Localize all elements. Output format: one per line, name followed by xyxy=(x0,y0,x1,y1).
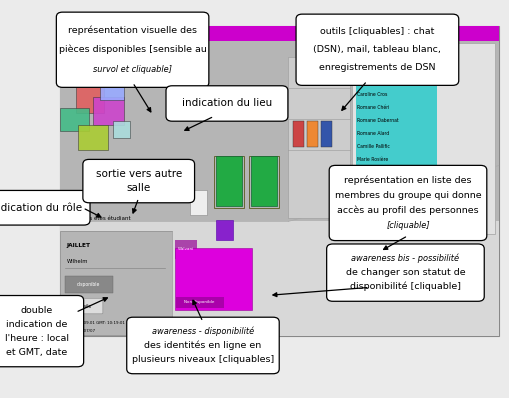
Text: awareness bis - possibilité: awareness bis - possibilité xyxy=(351,254,459,263)
FancyBboxPatch shape xyxy=(175,240,196,259)
Text: représentation en liste des: représentation en liste des xyxy=(344,176,471,185)
FancyBboxPatch shape xyxy=(112,121,130,138)
Text: l'heure : local: l'heure : local xyxy=(5,334,69,343)
FancyBboxPatch shape xyxy=(306,121,317,147)
Text: indication du lieu: indication du lieu xyxy=(182,98,271,109)
Text: Caroline Cros: Caroline Cros xyxy=(356,92,387,97)
FancyBboxPatch shape xyxy=(292,121,303,147)
FancyBboxPatch shape xyxy=(288,57,349,219)
FancyBboxPatch shape xyxy=(351,43,494,234)
FancyBboxPatch shape xyxy=(175,248,251,310)
FancyBboxPatch shape xyxy=(0,295,83,367)
FancyBboxPatch shape xyxy=(75,86,104,113)
Text: Vous êtes dans le séminaire : Théâtre: Vous êtes dans le séminaire : Théâtre xyxy=(73,31,184,36)
Text: Marie Rosière: Marie Rosière xyxy=(356,157,387,162)
Text: Yannis Durif: Yannis Durif xyxy=(356,183,383,188)
Text: double: double xyxy=(20,306,53,314)
Text: Détails: Détails xyxy=(75,304,91,309)
Text: Océane Arnaud: Océane Arnaud xyxy=(356,170,391,175)
FancyBboxPatch shape xyxy=(60,221,498,336)
Text: salle: salle xyxy=(126,183,151,193)
Text: accès au profil des personnes: accès au profil des personnes xyxy=(336,206,478,215)
Text: indication de: indication de xyxy=(6,320,67,329)
Text: Alice Ancel: Alice Ancel xyxy=(356,79,381,84)
Text: enregistrements de DSN: enregistrements de DSN xyxy=(319,63,435,72)
Text: sortie vers autre: sortie vers autre xyxy=(95,169,182,179)
FancyBboxPatch shape xyxy=(166,86,288,121)
Text: Date: 25/07/07: Date: 25/07/07 xyxy=(65,330,94,334)
Text: disponibilité [cliquable]: disponibilité [cliquable] xyxy=(349,282,460,291)
FancyBboxPatch shape xyxy=(60,108,89,131)
Text: Acteur : MAILLET Alain: Acteur : MAILLET Alain xyxy=(355,59,414,63)
Text: Camille Pallific: Camille Pallific xyxy=(356,144,389,149)
Text: [cliquable]: [cliquable] xyxy=(385,221,429,230)
Text: Romane Chéri: Romane Chéri xyxy=(356,105,389,110)
FancyBboxPatch shape xyxy=(295,14,458,86)
Text: Wilhelm: Wilhelm xyxy=(67,259,88,264)
Text: Étudiants :: Étudiants : xyxy=(355,74,388,79)
FancyBboxPatch shape xyxy=(215,220,233,240)
FancyBboxPatch shape xyxy=(65,276,112,293)
FancyBboxPatch shape xyxy=(326,244,484,301)
Text: pièces disponibles [sensible au: pièces disponibles [sensible au xyxy=(59,45,206,55)
Text: Romane Dabernat: Romane Dabernat xyxy=(356,118,398,123)
Text: disponible: disponible xyxy=(77,282,100,287)
FancyBboxPatch shape xyxy=(215,156,242,206)
Text: des identités en ligne en: des identités en ligne en xyxy=(144,341,261,350)
FancyBboxPatch shape xyxy=(175,297,223,308)
Text: outils [cliquables] : chat: outils [cliquables] : chat xyxy=(320,27,434,36)
Text: awareness - disponibilité: awareness - disponibilité xyxy=(152,327,253,336)
FancyBboxPatch shape xyxy=(250,156,277,206)
FancyBboxPatch shape xyxy=(355,82,437,206)
FancyBboxPatch shape xyxy=(64,298,103,314)
Text: membres du groupe qui donne: membres du groupe qui donne xyxy=(334,191,480,200)
FancyBboxPatch shape xyxy=(172,232,173,335)
FancyBboxPatch shape xyxy=(329,166,486,240)
FancyBboxPatch shape xyxy=(93,97,124,125)
FancyBboxPatch shape xyxy=(60,26,498,41)
FancyBboxPatch shape xyxy=(83,159,194,203)
Text: plusieurs niveaux [cliquables]: plusieurs niveaux [cliquables] xyxy=(132,355,273,364)
Text: 🔵  ℹ   Vous êtes étudiant: 🔵 ℹ Vous êtes étudiant xyxy=(65,216,130,221)
FancyBboxPatch shape xyxy=(189,190,207,215)
Text: survol et cliquable]: survol et cliquable] xyxy=(93,64,172,74)
Text: JAILLET: JAILLET xyxy=(67,243,91,248)
Text: représentation visuelle des: représentation visuelle des xyxy=(68,26,196,35)
FancyBboxPatch shape xyxy=(99,80,124,100)
Text: Lundi 25.09.01 GMT: 10:19:01: Lundi 25.09.01 GMT: 10:19:01 xyxy=(65,322,124,326)
Text: Non disponible: Non disponible xyxy=(184,300,214,304)
FancyBboxPatch shape xyxy=(56,12,209,87)
FancyBboxPatch shape xyxy=(60,26,498,336)
FancyBboxPatch shape xyxy=(320,121,331,147)
FancyBboxPatch shape xyxy=(60,231,172,335)
Text: et GMT, date: et GMT, date xyxy=(6,348,67,357)
FancyBboxPatch shape xyxy=(0,191,90,225)
Text: Romane Alard: Romane Alard xyxy=(356,131,388,136)
FancyBboxPatch shape xyxy=(77,125,108,150)
Text: (DSN), mail, tableau blanc,: (DSN), mail, tableau blanc, xyxy=(313,45,440,54)
Text: de changer son statut de: de changer son statut de xyxy=(345,268,464,277)
Text: Wilhelm Carsten: Wilhelm Carsten xyxy=(356,215,394,220)
Text: Walvani: Walvani xyxy=(178,248,194,252)
FancyBboxPatch shape xyxy=(127,317,279,374)
Text: indication du rôle: indication du rôle xyxy=(0,203,82,213)
FancyBboxPatch shape xyxy=(60,36,498,228)
